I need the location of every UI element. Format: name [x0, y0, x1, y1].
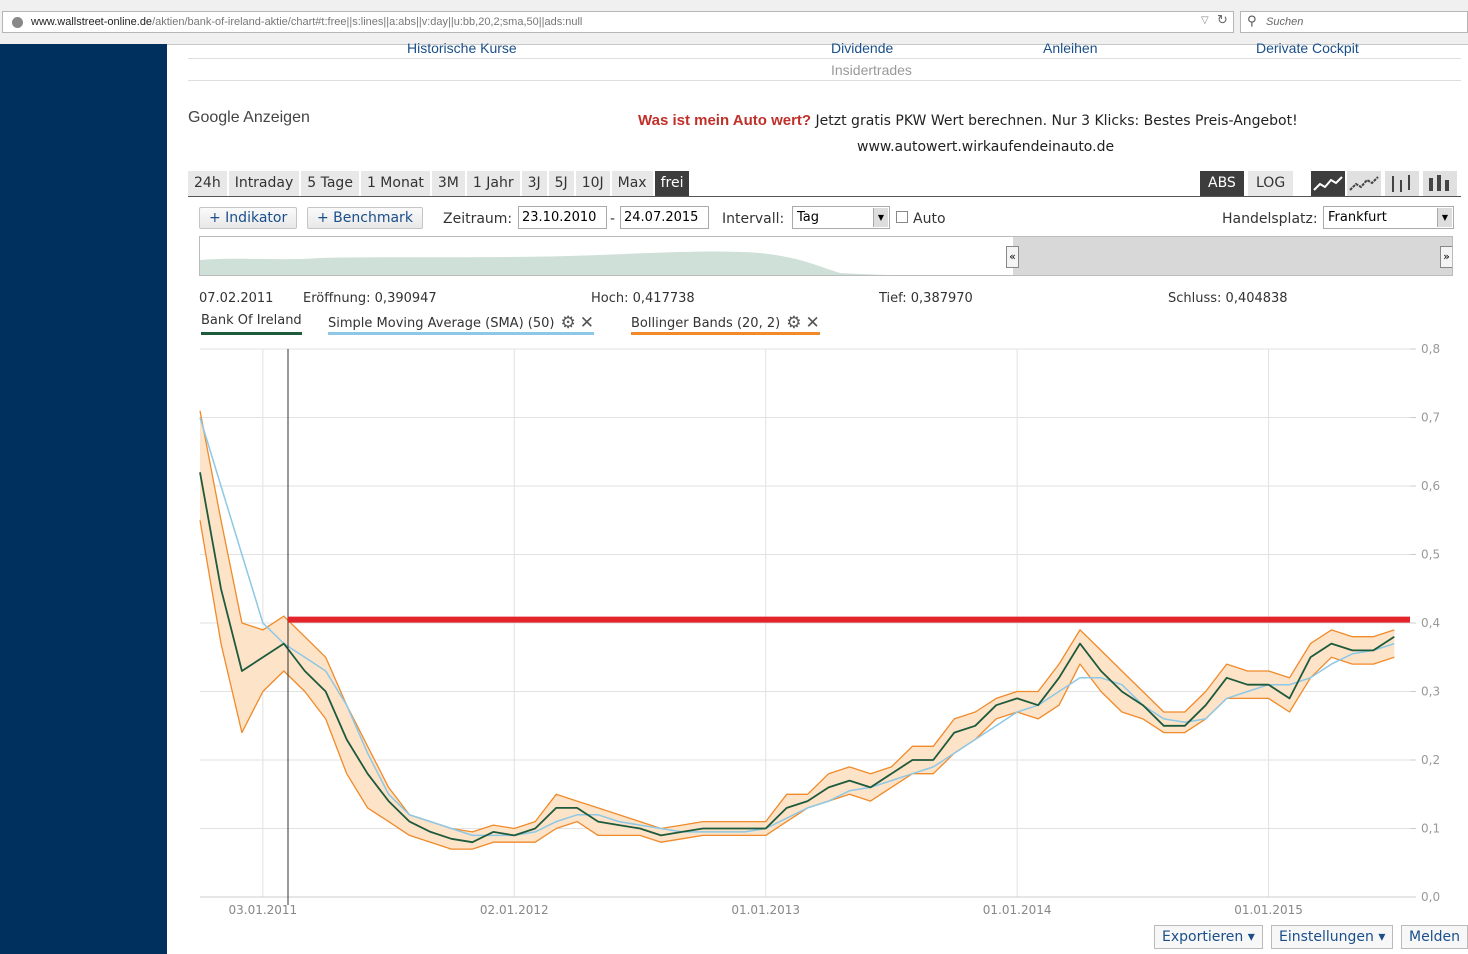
- browser-toolbar: www.wallstreet-online.de/aktien/bank-of-…: [0, 0, 1468, 45]
- left-sidebar: [0, 44, 167, 954]
- legend-bank-of-ireland[interactable]: Bank Of Ireland: [201, 313, 302, 335]
- bollinger-upper-line: [199, 410, 1395, 833]
- close-icon[interactable]: ✕: [805, 313, 820, 333]
- intervall-label: Intervall:: [722, 211, 785, 227]
- y-tick-label: 0,8: [1421, 342, 1440, 356]
- auto-checkbox[interactable]: [896, 211, 908, 223]
- chevron-down-icon: ▼: [1437, 208, 1452, 227]
- zeitraum-label: Zeitraum:: [443, 211, 513, 227]
- legend-sma[interactable]: Simple Moving Average (SMA) (50) ⚙ ✕: [328, 313, 594, 335]
- melden-button[interactable]: Melden: [1401, 925, 1468, 949]
- add-indikator-button[interactable]: + Indikator: [199, 207, 298, 229]
- intervall-value: Tag: [797, 210, 820, 225]
- bollinger-band-fill: [200, 410, 1395, 850]
- chevron-down-icon: ▼: [873, 208, 888, 227]
- ad-headline[interactable]: Was ist mein Auto wert?: [638, 112, 812, 129]
- tab-intraday[interactable]: Intraday: [228, 171, 300, 196]
- period-tabs: 24h Intraday 5 Tage 1 Monat 3M 1 Jahr 3J…: [188, 171, 691, 196]
- navigator-left-handle[interactable]: «: [1006, 246, 1019, 268]
- bollinger-lower-line: [199, 520, 1395, 850]
- x-tick-label: 03.01.2011: [228, 903, 297, 917]
- ohlc-chart-icon[interactable]: [1385, 171, 1419, 196]
- tab-24h[interactable]: 24h: [188, 171, 227, 196]
- nav-anleihen[interactable]: Anleihen: [1043, 40, 1098, 56]
- close-icon[interactable]: ✕: [579, 313, 594, 333]
- tab-3j[interactable]: 3J: [521, 171, 547, 196]
- address-bar[interactable]: www.wallstreet-online.de/aktien/bank-of-…: [2, 11, 1234, 33]
- nav-divider: [188, 80, 1461, 81]
- handelsplatz-select[interactable]: Frankfurt ▼: [1323, 206, 1454, 229]
- tab-divider: [188, 196, 1461, 197]
- date-to-input[interactable]: 24.07.2015: [620, 206, 709, 229]
- y-tick-label: 0,1: [1421, 822, 1440, 836]
- ads-label: Google Anzeigen: [188, 109, 310, 126]
- legend-label: Simple Moving Average (SMA) (50): [328, 316, 555, 331]
- nav-divider: [188, 58, 1461, 59]
- ad-url[interactable]: www.autowert.wirkaufendeinauto.de: [857, 139, 1115, 155]
- nav-insidertrades[interactable]: Insidertrades: [831, 62, 912, 78]
- ad-text[interactable]: Was ist mein Auto wert? Jetzt gratis PKW…: [638, 112, 1298, 129]
- globe-icon: [12, 17, 23, 28]
- candlestick-chart-icon[interactable]: [1423, 171, 1457, 196]
- tab-5j[interactable]: 5J: [548, 171, 574, 196]
- y-tick-label: 0,7: [1421, 411, 1440, 425]
- info-open: Eröffnung: 0,390947: [303, 291, 437, 306]
- navigator-mini-chart: [200, 237, 1452, 275]
- search-icon: ⚲: [1247, 14, 1257, 29]
- y-tick-label: 0,5: [1421, 548, 1440, 562]
- intervall-select[interactable]: Tag ▼: [792, 206, 890, 229]
- area-chart-icon[interactable]: [1347, 171, 1381, 196]
- date-from-input[interactable]: 23.10.2010: [518, 206, 607, 229]
- ad-body[interactable]: Jetzt gratis PKW Wert berechnen. Nur 3 K…: [815, 113, 1298, 129]
- nav-historische-kurse[interactable]: Historische Kurse: [407, 40, 517, 56]
- y-tick-label: 0,3: [1421, 685, 1440, 699]
- exportieren-button[interactable]: Exportieren ▾: [1154, 925, 1263, 949]
- sma-line: [199, 417, 1395, 837]
- legend-label: Bollinger Bands (20, 2): [631, 316, 781, 331]
- tab-5-tage[interactable]: 5 Tage: [301, 171, 359, 196]
- url-text: www.wallstreet-online.de/aktien/bank-of-…: [31, 16, 583, 28]
- tab-1-jahr[interactable]: 1 Jahr: [466, 171, 520, 196]
- x-tick-label: 01.01.2014: [983, 903, 1052, 917]
- scale-abs-button[interactable]: ABS: [1200, 171, 1244, 196]
- legend-label: Bank Of Ireland: [201, 313, 302, 328]
- y-tick-label: 0,6: [1421, 479, 1440, 493]
- gear-icon[interactable]: ⚙: [786, 313, 802, 333]
- dropdown-arrow-icon[interactable]: ▽: [1201, 15, 1209, 26]
- y-tick-label: 0,4: [1421, 616, 1440, 630]
- info-high: Hoch: 0,417738: [591, 291, 695, 306]
- auto-label: Auto: [913, 211, 946, 227]
- tab-10j[interactable]: 10J: [575, 171, 610, 196]
- search-placeholder: Suchen: [1266, 16, 1304, 28]
- y-tick-label: 0,2: [1421, 753, 1440, 767]
- handelsplatz-value: Frankfurt: [1328, 210, 1387, 225]
- scale-log-button[interactable]: LOG: [1248, 171, 1294, 196]
- y-tick-label: 0,0: [1421, 890, 1440, 904]
- chart-navigator[interactable]: « »: [199, 236, 1453, 276]
- handelsplatz-label: Handelsplatz:: [1222, 211, 1318, 227]
- x-tick-label: 02.01.2012: [480, 903, 549, 917]
- reload-icon[interactable]: ↻: [1217, 13, 1228, 28]
- info-close: Schluss: 0,404838: [1168, 291, 1288, 306]
- tab-1-monat[interactable]: 1 Monat: [360, 171, 430, 196]
- nav-dividende[interactable]: Dividende: [831, 40, 894, 56]
- einstellungen-button[interactable]: Einstellungen ▾: [1271, 925, 1394, 949]
- gear-icon[interactable]: ⚙: [560, 313, 576, 333]
- tab-frei[interactable]: frei: [654, 171, 690, 196]
- add-benchmark-button[interactable]: + Benchmark: [307, 207, 423, 229]
- info-low: Tief: 0,387970: [879, 291, 973, 306]
- date-separator: -: [610, 211, 616, 227]
- line-chart-icon[interactable]: [1311, 171, 1345, 196]
- nav-derivate-cockpit[interactable]: Derivate Cockpit: [1256, 40, 1359, 56]
- info-date: 07.02.2011: [199, 291, 274, 306]
- x-tick-label: 01.01.2013: [731, 903, 800, 917]
- search-input[interactable]: ⚲ Suchen: [1240, 11, 1468, 33]
- tab-3m[interactable]: 3M: [431, 171, 465, 196]
- tab-max[interactable]: Max: [611, 171, 653, 196]
- price-chart[interactable]: 0,0 0,1 0,2 0,3 0,4 0,5 0,6 0,7 0,8 03.01.2011 02.…: [188, 338, 1463, 923]
- navigator-right-handle[interactable]: »: [1440, 246, 1452, 268]
- legend-bollinger[interactable]: Bollinger Bands (20, 2) ⚙ ✕: [631, 313, 820, 335]
- x-tick-label: 01.01.2015: [1234, 903, 1303, 917]
- price-line: [199, 472, 1395, 844]
